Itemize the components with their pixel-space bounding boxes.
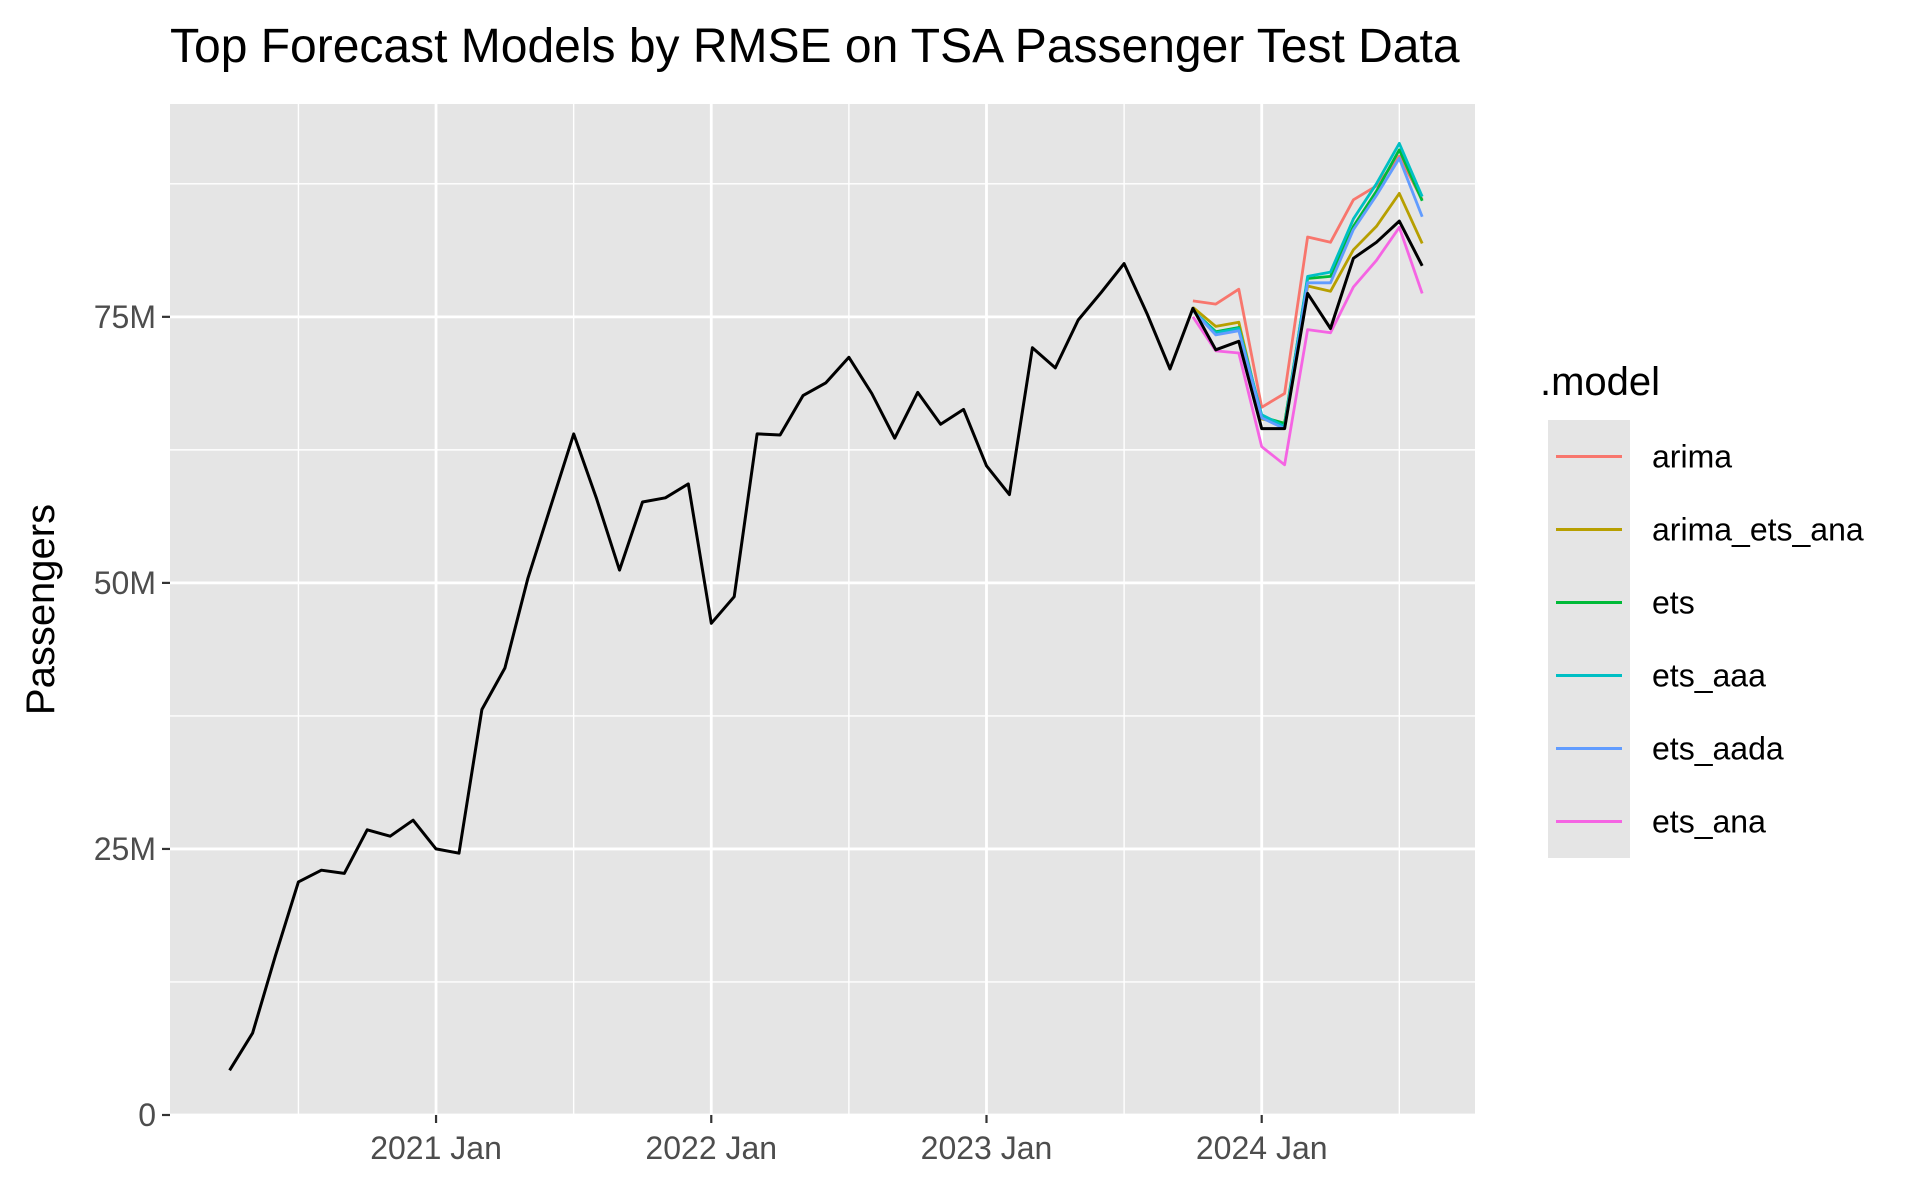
y-tick-label: 75M — [94, 299, 156, 335]
legend-label-ets_aaa: ets_aaa — [1652, 658, 1766, 694]
series-line-ets_ana — [1191, 225, 1424, 467]
series-line-ets_aada — [1191, 156, 1424, 431]
plot-panel — [170, 104, 1475, 1115]
legend-title: .model — [1540, 360, 1660, 404]
y-axis-title: Passengers — [19, 504, 63, 715]
x-tick-label: 2022 Jan — [645, 1130, 777, 1166]
y-tick-label: 50M — [94, 565, 156, 601]
y-tick-label: 25M — [94, 831, 156, 867]
series-line-ets_aaa — [1191, 141, 1424, 428]
x-tick-label: 2023 Jan — [921, 1130, 1053, 1166]
x-tick-label: 2024 Jan — [1196, 1130, 1328, 1166]
axes: 0 25M 50M 75M 2021 Jan 2022 Jan 2023 Jan 2024 J… — [94, 299, 1328, 1166]
major-gridlines — [170, 104, 1475, 1117]
legend-key-background — [1548, 420, 1630, 858]
legend-label-ets_ana: ets_ana — [1652, 804, 1766, 840]
series-layer — [228, 141, 1424, 1072]
x-tick-label: 2021 Jan — [370, 1130, 502, 1166]
legend-label-arima: arima — [1652, 439, 1732, 475]
legend-label-ets_aada: ets_aada — [1652, 731, 1784, 767]
legend-label-arima_ets_ana: arima_ets_ana — [1652, 512, 1864, 548]
minor-gridlines — [170, 104, 1475, 1115]
legend-label-ets: ets — [1652, 585, 1695, 621]
y-tick-label: 0 — [138, 1097, 156, 1133]
chart-title: Top Forecast Models by RMSE on TSA Passe… — [170, 20, 1460, 73]
series-line-actual — [228, 219, 1424, 1072]
